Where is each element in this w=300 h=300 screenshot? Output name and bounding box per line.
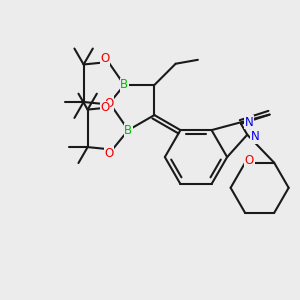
Text: O: O [100,52,110,65]
Text: N: N [251,130,260,143]
Text: O: O [245,154,254,167]
Text: O: O [104,97,113,110]
Text: B: B [120,79,128,92]
Text: O: O [104,147,113,160]
Text: O: O [100,101,110,115]
Text: B: B [124,124,132,136]
Text: N: N [244,116,253,129]
